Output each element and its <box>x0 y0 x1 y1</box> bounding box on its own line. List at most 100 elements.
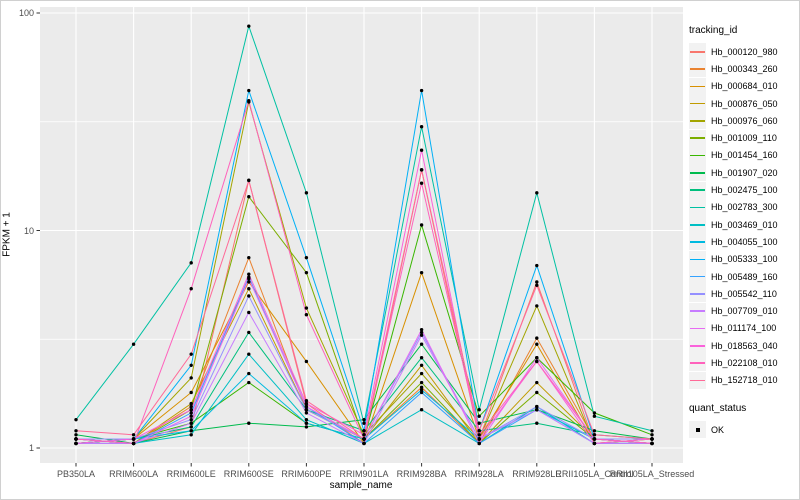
data-point <box>131 342 136 346</box>
data-point <box>247 99 251 103</box>
data-point <box>592 411 597 415</box>
data-point <box>189 390 193 395</box>
data-point <box>247 178 251 183</box>
data-point <box>419 88 424 93</box>
data-point <box>419 125 424 129</box>
data-point <box>419 223 424 227</box>
data-point <box>247 24 251 28</box>
data-point <box>592 414 597 418</box>
legend-key-line-icon <box>690 189 705 191</box>
legend-key-line-icon <box>690 310 705 312</box>
data-point <box>247 294 251 298</box>
x-tick-label: RRIM901LA <box>339 469 389 479</box>
legend-item: Hb_001454_160 <box>689 146 799 164</box>
legend-key-line-icon <box>690 120 705 122</box>
legend-key <box>689 337 706 355</box>
legend-item-label: Hb_005489_160 <box>711 271 778 282</box>
legend-item-label: Hb_000976_060 <box>711 115 778 126</box>
data-point <box>304 255 309 260</box>
data-point <box>477 441 481 446</box>
data-point <box>189 287 193 291</box>
legend-key <box>689 43 706 61</box>
legend-key-line-icon <box>690 293 705 295</box>
data-point <box>362 441 366 446</box>
legend-key <box>689 354 706 372</box>
data-point <box>419 327 424 332</box>
data-point <box>74 433 78 437</box>
legend-item-label: Hb_001009_110 <box>711 133 777 144</box>
data-point <box>304 404 309 409</box>
legend-item: Hb_022108_010 <box>689 354 799 372</box>
legend-key <box>689 216 706 234</box>
data-point <box>247 330 251 335</box>
data-point <box>477 408 481 412</box>
legend-item: Hb_000876_050 <box>689 95 799 113</box>
legend-item: Hb_011174_100 <box>689 319 799 337</box>
legend-item-label: Hb_001907_020 <box>711 167 778 178</box>
legend-item-label: Hb_001454_160 <box>711 150 778 161</box>
legend-key-line-icon <box>690 154 705 157</box>
data-point <box>74 417 78 422</box>
data-point <box>304 417 309 422</box>
x-tick-label: RRIM600PE <box>281 469 332 479</box>
x-axis-title: sample_name <box>329 480 393 491</box>
legend-key <box>689 371 706 389</box>
data-point <box>477 437 481 441</box>
data-point <box>247 272 251 276</box>
data-point <box>535 404 539 409</box>
legend-key-line-icon <box>690 206 705 209</box>
data-point <box>419 408 424 412</box>
data-point <box>247 255 251 260</box>
legend-item-label: Hb_002475_100 <box>711 185 778 196</box>
data-point <box>247 310 251 315</box>
legend-key-line-icon <box>690 362 705 364</box>
data-point <box>189 421 193 425</box>
legend-key <box>689 302 706 320</box>
legend-item-label: Hb_000120_980 <box>711 46 778 57</box>
legend-item-label: Hb_004055_100 <box>711 236 778 247</box>
data-point <box>247 352 251 356</box>
legend-key-line-icon <box>690 172 705 174</box>
x-tick-label: RRIM928LA <box>454 469 504 479</box>
data-point <box>304 270 309 275</box>
legend-item: Hb_002783_300 <box>689 198 799 216</box>
data-point <box>592 433 597 437</box>
legend-key <box>689 285 706 303</box>
point-marker-icon <box>696 428 700 432</box>
data-point <box>535 421 539 425</box>
legend-key-line-icon <box>690 258 705 261</box>
legend-item: Hb_000343_260 <box>689 60 799 78</box>
x-tick-label: RRIM600LA <box>109 469 159 479</box>
data-point <box>535 356 539 360</box>
data-point <box>419 388 424 392</box>
data-point <box>131 433 136 437</box>
data-point <box>131 437 136 441</box>
legend-item: Hb_000684_010 <box>689 77 799 95</box>
legend-key-line-icon <box>690 241 705 243</box>
legend-key-line-icon <box>690 223 705 226</box>
data-point <box>535 390 539 395</box>
legend-items: Hb_000120_980 Hb_000343_260 Hb_000684_010 H… <box>689 43 799 389</box>
legend-item-label: Hb_000343_260 <box>711 63 778 74</box>
legend-key <box>689 164 706 182</box>
data-point <box>535 408 539 412</box>
legend-key-line-icon <box>690 102 705 105</box>
legend-item: Hb_007709_010 <box>689 302 799 320</box>
x-tick-label: RRIM600SE <box>223 469 274 479</box>
data-point <box>189 417 193 422</box>
data-point <box>74 437 78 441</box>
legend-key <box>689 77 706 95</box>
data-point <box>189 352 193 356</box>
data-point <box>535 263 539 268</box>
data-point <box>535 283 539 287</box>
data-point <box>419 363 424 368</box>
data-point <box>650 437 654 441</box>
legend-key-line-icon <box>690 344 705 347</box>
legend-item: Hb_000976_060 <box>689 112 799 130</box>
data-point <box>362 417 366 422</box>
data-point <box>477 421 481 425</box>
data-point <box>477 429 481 433</box>
legend-key-line-icon <box>690 50 705 53</box>
